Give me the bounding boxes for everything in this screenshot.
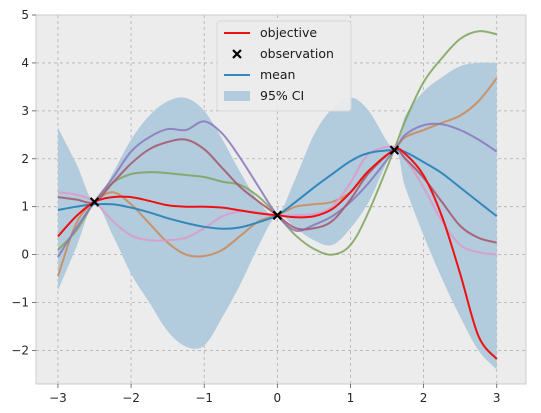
y-tick-label: 1 <box>21 200 29 214</box>
plot-frame <box>35 14 527 385</box>
y-axis: 5 4 3 2 1 0 −1 −2 <box>11 8 36 357</box>
x-tick-label: 1 <box>347 391 355 405</box>
x-tick-label: −3 <box>49 391 67 405</box>
x-tick-label: −2 <box>122 391 140 405</box>
ci-band <box>57 62 497 370</box>
y-tick-label: 3 <box>21 104 29 118</box>
y-tick-label: 0 <box>21 248 29 262</box>
x-tick-label: −1 <box>195 391 213 405</box>
x-axis: −3 −2 −1 0 1 2 3 <box>49 384 501 405</box>
observation-markers <box>89 145 400 221</box>
legend: objective observation mean 95% CI <box>216 20 352 112</box>
legend-observation-swatch <box>232 49 242 59</box>
legend-box <box>216 20 352 112</box>
y-tick-label: 2 <box>21 152 29 166</box>
observation-point-1 <box>89 197 100 207</box>
legend-observation-label: observation <box>260 46 334 61</box>
y-tick-label: 4 <box>21 56 29 70</box>
legend-ci-label: 95% CI <box>260 88 304 103</box>
legend-ci-swatch <box>224 91 250 101</box>
y-tick-label: −2 <box>11 343 29 357</box>
legend-mean-label: mean <box>260 67 295 82</box>
legend-objective-label: objective <box>260 25 317 40</box>
observation-point-3 <box>389 145 400 155</box>
observation-point-2 <box>272 210 283 221</box>
x-tick-label: 3 <box>493 391 501 405</box>
x-tick-label: 0 <box>274 391 282 405</box>
y-tick-label: −1 <box>11 296 29 310</box>
x-tick-label: 2 <box>420 391 428 405</box>
y-tick-label: 5 <box>21 8 29 22</box>
